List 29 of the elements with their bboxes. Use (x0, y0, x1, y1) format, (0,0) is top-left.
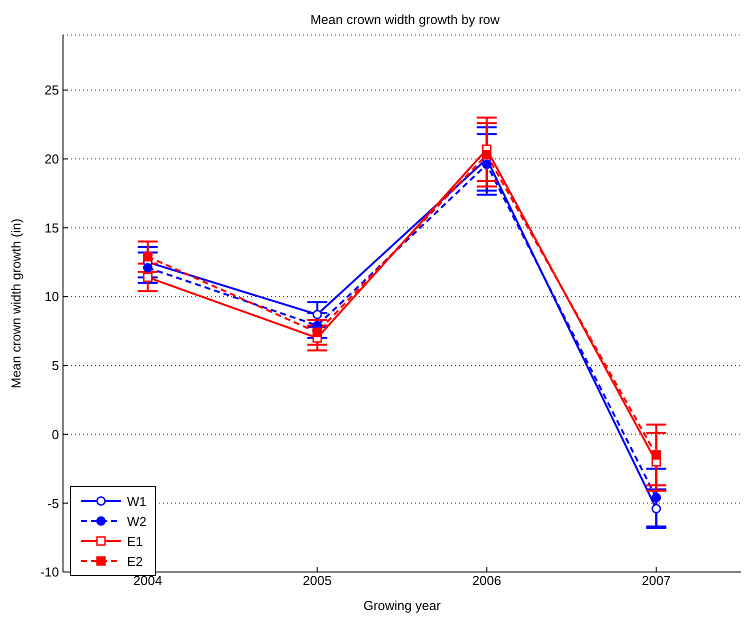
point (652, 504, 661, 514)
y-tick-label: -10 (40, 564, 59, 580)
y-tick-label: 0 (52, 426, 59, 442)
y-tick-label: 20 (44, 152, 59, 167)
point (143, 262, 152, 272)
point (312, 328, 322, 338)
y-tick-label: 10 (44, 289, 59, 304)
x-tick-label: 2007 (642, 573, 671, 588)
legend-label: W2 (127, 514, 146, 528)
x-tick-label: 2004 (133, 573, 162, 588)
y-tick-label: 5 (52, 358, 59, 374)
point (143, 272, 152, 282)
point (143, 252, 152, 262)
point (482, 150, 492, 160)
y-tick-label: -5 (47, 496, 59, 511)
legend-label: W1 (127, 494, 146, 508)
point (652, 492, 661, 502)
x-axis-title: Growing year (363, 598, 442, 613)
point (652, 450, 661, 460)
legend-label: E2 (127, 554, 143, 568)
point (312, 310, 322, 320)
x-tick-label: 2006 (472, 573, 502, 588)
point (482, 160, 492, 170)
y-tick-label: 15 (44, 220, 59, 236)
y-tick-label: 25 (44, 82, 59, 98)
chart-title: Mean crown width growth by row (310, 12, 500, 27)
legend-label: E1 (127, 534, 143, 548)
x-tick-label: 2005 (302, 573, 332, 588)
y-axis-title: Mean crown width growth (in) (8, 218, 24, 388)
